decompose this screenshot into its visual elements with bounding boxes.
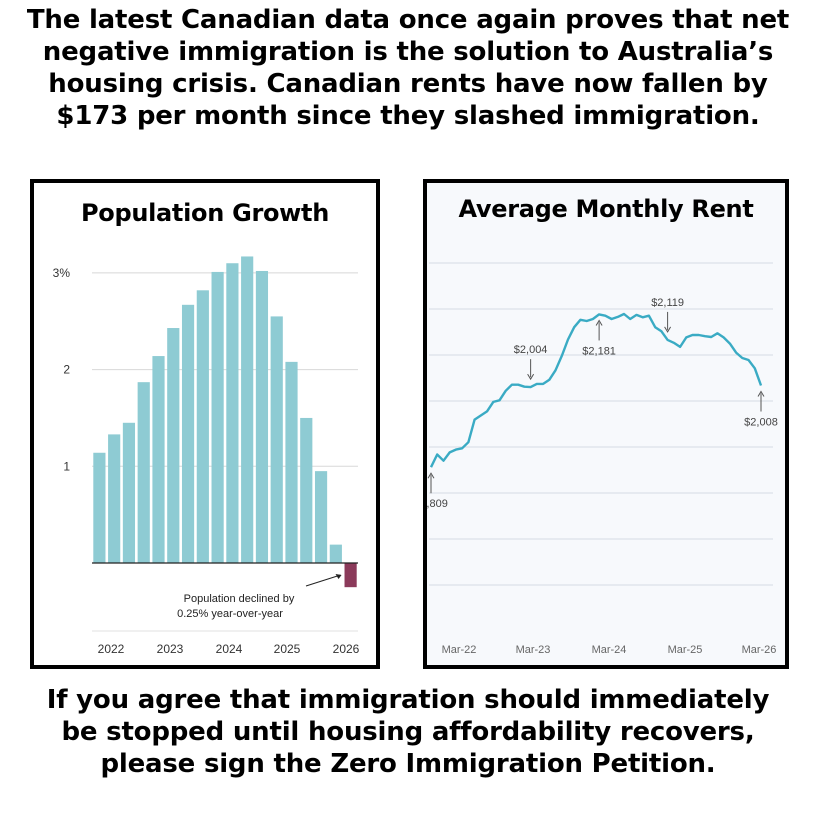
y-tick-label: 1: [63, 459, 70, 473]
cta-line-2: be stopped until housing affordability r…: [61, 717, 755, 747]
bar: [196, 290, 209, 563]
population-growth-chart: 3% 2 1 Population declined by 0.25% year-ove…: [53, 256, 360, 656]
bar: [226, 263, 239, 563]
bar: [241, 256, 254, 563]
population-chart-title: Population Growth: [80, 199, 330, 227]
x-tick-label: 2022: [98, 642, 125, 656]
bar: [255, 270, 269, 563]
annotation-arrowhead: [427, 472, 435, 479]
data-label: $1,809: [427, 498, 448, 510]
bar: [122, 422, 136, 563]
cta-line-3: please sign the Zero Immigration Petitio…: [100, 749, 716, 779]
average-rent-chart: $1,809 $2,004 $2,181 $2,119 $2,008 Mar-22 Mar-…: [427, 262, 778, 656]
headline-line-3: housing crisis. Canadian rents have now …: [48, 69, 768, 99]
annotation-arrowhead: [664, 326, 672, 333]
annotation-arrow: [305, 574, 341, 587]
x-tick-label: 2025: [274, 642, 301, 656]
bar: [314, 471, 328, 563]
data-label: $2,181: [582, 345, 616, 357]
average-rent-panel: Average Monthly Rent $1,809$2,004$2,181$…: [423, 179, 789, 669]
cta-line-1: If you agree that immigration should imm…: [46, 685, 770, 715]
rent-series-line: [429, 312, 763, 468]
call-to-action: If you agree that immigration should imm…: [0, 684, 816, 780]
x-tick-label: Mar-22: [442, 644, 477, 656]
annotation-line-2: 0.25% year-over-year: [177, 608, 283, 620]
annotation-arrowhead: [527, 373, 535, 381]
x-tick-label: Mar-25: [668, 644, 703, 656]
headline-line-1: The latest Canadian data once again prov…: [26, 5, 790, 35]
annotation-arrowhead: [335, 574, 342, 579]
headline-line-2: negative immigration is the solution to …: [42, 37, 774, 67]
bar: [108, 434, 121, 563]
x-tick-label: 2023: [157, 642, 184, 656]
data-label: $2,119: [651, 297, 684, 309]
x-tick-label: Mar-23: [516, 644, 551, 656]
bar: [152, 356, 165, 563]
highlight-bar: [344, 563, 357, 588]
data-label: $2,004: [514, 344, 548, 356]
y-tick-label: 3%: [53, 266, 71, 280]
annotation-arrowhead: [595, 319, 603, 326]
headline: The latest Canadian data once again prov…: [0, 4, 816, 132]
annotation-line-1: Population declined by: [184, 593, 295, 605]
x-tick-label: Mar-24: [592, 644, 627, 656]
bar: [285, 361, 298, 563]
x-tick-label: 2026: [333, 642, 360, 656]
rent-chart-title: Average Monthly Rent: [458, 195, 754, 223]
data-label: $2,008: [744, 417, 778, 429]
bar: [300, 417, 313, 563]
population-growth-panel: Population Growth 3% 2 1 Population decline…: [30, 179, 380, 669]
bar: [270, 316, 283, 563]
bar: [329, 544, 342, 563]
y-tick-label: 2: [63, 363, 70, 377]
bar: [181, 304, 195, 563]
x-tick-label: Mar-26: [742, 644, 777, 656]
bar: [167, 328, 180, 563]
annotation-arrowhead: [757, 390, 765, 397]
bar: [137, 382, 150, 563]
bar: [211, 271, 224, 563]
x-tick-label: 2024: [216, 642, 243, 656]
headline-line-4: $173 per month since they slashed immigr…: [56, 101, 760, 131]
bar: [93, 452, 106, 563]
